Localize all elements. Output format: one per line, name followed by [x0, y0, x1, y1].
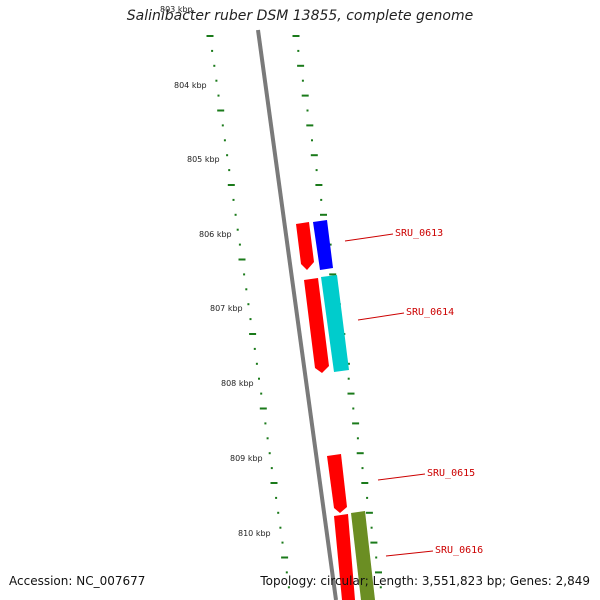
tick-label-803: 803 kbp [160, 5, 193, 14]
gene-bar-cyan[interactable] [321, 275, 349, 372]
gene-bar-red-2[interactable] [304, 278, 329, 373]
gene-label-sru0616[interactable]: SRU_0616 [435, 545, 483, 556]
gene-bar-olive[interactable] [351, 511, 375, 600]
tick-label-806: 806 kbp [199, 230, 232, 239]
gene-label-sru0614[interactable]: SRU_0614 [406, 307, 454, 318]
tick-label-804: 804 kbp [174, 81, 207, 90]
gene-features [296, 220, 375, 600]
gene-label-sru0615[interactable]: SRU_0615 [427, 468, 475, 479]
leader-line-sru0616 [385, 550, 434, 557]
gene-bar-blue[interactable] [313, 220, 333, 270]
tick-label-809: 809 kbp [230, 454, 263, 463]
accession-text: Accession: NC_007677 [9, 574, 146, 588]
tick-label-805: 805 kbp [187, 155, 220, 164]
tick-label-808: 808 kbp [221, 379, 254, 388]
tick-label-810: 810 kbp [238, 529, 271, 538]
gene-leader-lines [344, 233, 434, 557]
gene-bar-red-1[interactable] [296, 222, 314, 270]
leader-line-sru0613 [344, 233, 394, 242]
leader-line-sru0614 [357, 312, 405, 321]
gene-label-sru0613[interactable]: SRU_0613 [395, 228, 443, 239]
genome-title: Salinibacter ruber DSM 13855, complete g… [126, 8, 474, 24]
gene-bar-red-4[interactable] [334, 514, 355, 600]
genome-summary-text: Topology: circular; Length: 3,551,823 bp… [260, 574, 590, 588]
genome-backbone [256, 29, 338, 600]
tick-label-807: 807 kbp [210, 304, 243, 313]
left-dotted-track [206, 35, 290, 589]
gene-bar-red-3[interactable] [327, 454, 347, 513]
leader-line-sru0615 [377, 473, 426, 481]
